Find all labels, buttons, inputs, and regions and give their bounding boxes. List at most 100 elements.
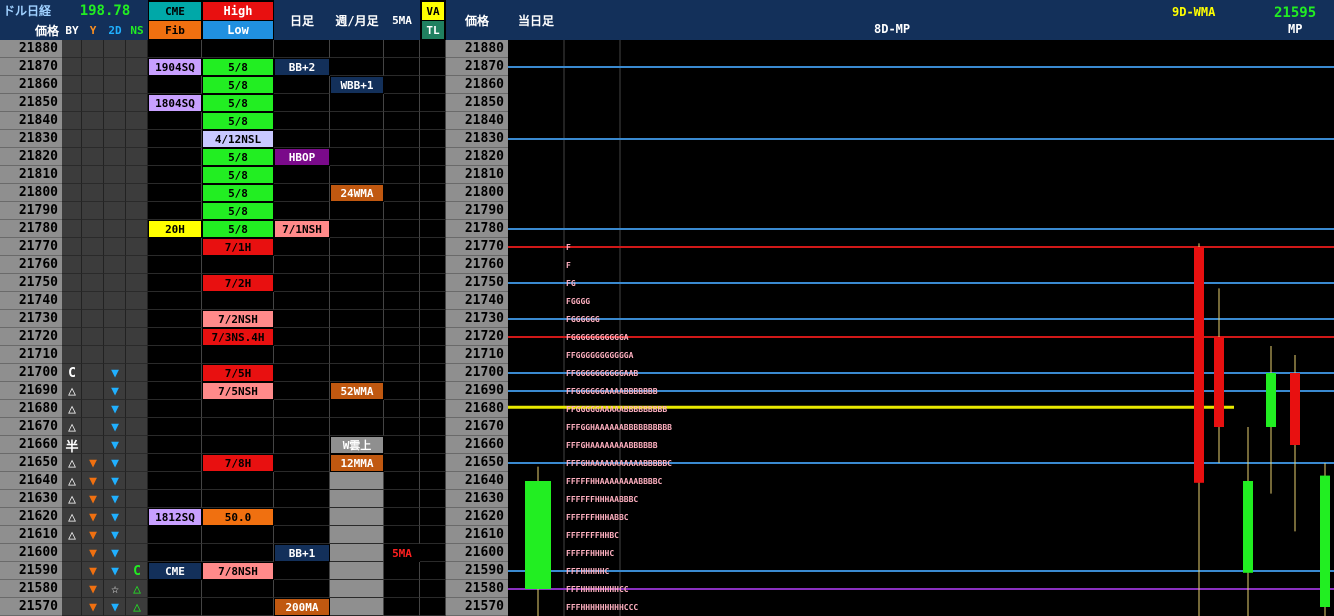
signal-cell-bg [104,292,126,310]
history-candle-body [1194,247,1204,483]
price-cell: 21830 [0,130,62,148]
signal-cell-bg [104,526,126,544]
ma5-cell-bg [384,346,420,364]
cme-cell-bg [148,256,202,274]
price-cell: 21880 [0,40,62,58]
signal-cell-bg [62,94,82,112]
cme-header: CME [149,2,201,20]
profile-row-text: FGGGG [566,297,590,306]
hl-level-label: 50.0 [202,508,274,526]
daily-cell-bg [274,40,330,58]
signal-by-mark: △ [68,527,76,543]
signal-d2-mark: ▼ [111,419,119,435]
price-cell: 21660 [0,436,62,454]
va-cell-bg [420,292,446,310]
price-cell: 21680 [0,400,62,418]
signal-ns-mark: △ [133,599,141,615]
ma5-cell-bg [384,328,420,346]
daily-cell-bg [274,238,330,256]
signal-ns-mark: C [133,563,141,579]
header-title-cell: ドル日経 [0,0,62,21]
va-cell-bg [420,238,446,256]
price-cell-right: 21690 [446,382,508,400]
signal-cell-bg [126,400,148,418]
va-cell-bg [420,364,446,382]
signal-cell-bg [104,544,126,562]
profile-row-text: FFFHHHHHHHHCC [566,585,629,594]
signal-y-mark: ▼ [89,509,97,525]
price-cell: 21630 [0,490,62,508]
signal-ns-mark: △ [133,581,141,597]
wm-cell-bg [330,364,384,382]
profile-row-text: FG [566,279,576,288]
col-y-label: Y [89,24,97,37]
price-cell: 21650 [0,454,62,472]
daily-cell-bg [274,472,330,490]
col-by-header: BY [62,21,82,40]
daily-cell-bg [274,490,330,508]
signal-cell-bg [126,562,148,580]
profile-row-text: FGGGGGGGGGGGA [566,333,629,342]
signal-cell-bg [104,454,126,472]
price-cell-right: 21600 [446,544,508,562]
signal-by-mark: △ [68,383,76,399]
price-cell-right: 21800 [446,184,508,202]
signal-cell-bg [104,382,126,400]
daily-cell-bg [274,346,330,364]
col-2d-header: 2D [104,21,126,40]
signal-cell-bg [82,184,104,202]
va-cell-bg [420,202,446,220]
price-cell: 21720 [0,328,62,346]
history-candle-body [1266,373,1276,427]
hl-level-label: 7/3NS.4H [202,328,274,346]
profile-row-text: FFFGHAAAAAAAAAAABBBBBC [566,459,672,468]
daily-cell-bg [274,94,330,112]
wm-cell-bg [330,130,384,148]
va-cell-bg [420,94,446,112]
hl-cell-bg [202,400,274,418]
price-cell-right: 21880 [446,40,508,58]
profile-row-text: FFGGGGGGAAAABBBBBBB [566,387,658,396]
price-cell-right: 21720 [446,328,508,346]
hl-level-label: 5/8 [202,148,274,166]
daily-level-label: BB+1 [274,544,330,562]
signal-cell-bg [62,328,82,346]
wm-level-label: 12MMA [330,454,384,472]
signal-cell-bg [104,40,126,58]
va-cell-bg [420,274,446,292]
price-cell: 21760 [0,256,62,274]
ma5-cell-bg [384,526,420,544]
va-cell-bg [420,382,446,400]
signal-by-mark: △ [68,491,76,507]
cme-cell-bg [148,310,202,328]
weekly-monthly-header-label: 週/月足 [335,13,379,28]
header-price-label-cell: 価格 [0,21,62,40]
ma5-cell-bg [384,472,420,490]
va-cell-bg [420,58,446,76]
signal-cell-bg [82,364,104,382]
hl-level-label: 5/8 [202,112,274,130]
ma5-cell-bg [384,40,420,58]
price-cell-right: 21870 [446,58,508,76]
hl-level-label: 5/8 [202,58,274,76]
va-cell-bg [420,598,446,616]
signal-cell-bg [62,256,82,274]
daily-cell-bg [274,256,330,274]
wm-cell-bg [330,220,384,238]
daily-cell-bg [274,436,330,454]
hl-level-label: 7/5H [202,364,274,382]
high-header-label: High [223,4,253,18]
signal-cell-bg [104,490,126,508]
cme-cell-bg [148,400,202,418]
va-cell-bg [420,562,446,580]
signal-cell-bg [62,58,82,76]
daily-cell-bg [274,130,330,148]
wm-cell-bg [330,166,384,184]
ma5-cell-bg [384,130,420,148]
hl-cell-bg [202,346,274,364]
profile-row-text: F [566,243,571,252]
signal-cell-bg [104,274,126,292]
cme-cell-bg [148,526,202,544]
wm-cell-bg [330,112,384,130]
profile-row-text: FFFFFFHHHABBC [566,513,629,522]
